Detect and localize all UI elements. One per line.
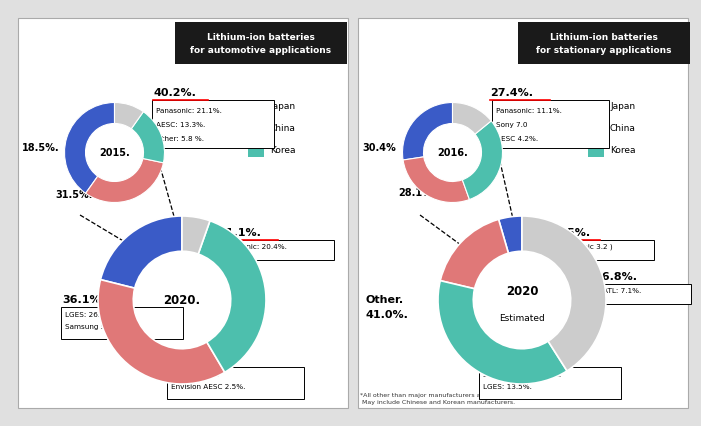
Text: Estimated: Estimated: [499, 314, 545, 323]
Text: 40.2%.: 40.2%.: [153, 88, 196, 98]
Text: 2020: 2020: [505, 285, 538, 298]
Text: Sony 7.0: Sony 7.0: [496, 122, 527, 128]
Text: *All other than major manufacturers are recorded in Other.
 May include Chinese : *All other than major manufacturers are …: [360, 393, 546, 405]
Text: Other.: Other.: [365, 295, 403, 305]
Text: 2016.: 2016.: [437, 147, 468, 158]
FancyBboxPatch shape: [217, 240, 334, 260]
Text: 41.0%.: 41.0%.: [365, 310, 408, 320]
Wedge shape: [438, 281, 567, 384]
Wedge shape: [522, 216, 606, 371]
Text: Lithium-ion batteries
for stationary applications: Lithium-ion batteries for stationary app…: [536, 33, 672, 55]
Text: LGES: 26.2%.: LGES: 26.2%.: [65, 312, 114, 318]
Wedge shape: [453, 103, 491, 134]
Text: China: China: [610, 124, 636, 133]
Text: CATL: 20.1%.: CATL: 20.1%.: [171, 372, 219, 378]
Text: Lithium-ion batteries
for automotive applications: Lithium-ion batteries for automotive app…: [191, 33, 332, 55]
Wedge shape: [114, 103, 144, 129]
Text: Panasonic 3.2 ): Panasonic 3.2 ): [558, 244, 613, 250]
FancyBboxPatch shape: [554, 240, 654, 260]
Bar: [248, 122, 264, 135]
Wedge shape: [182, 216, 210, 254]
FancyBboxPatch shape: [175, 22, 347, 64]
Text: AESC 4.2%.: AESC 4.2%.: [496, 136, 538, 142]
Bar: [588, 144, 604, 157]
Wedge shape: [131, 112, 165, 163]
Text: 16.8%.: 16.8%.: [595, 272, 638, 282]
Bar: [248, 100, 264, 113]
Text: 36.1%.: 36.1%.: [62, 295, 105, 305]
Text: Other: 5.8 %.: Other: 5.8 %.: [156, 136, 204, 142]
Text: Envision AESC 2.5%.: Envision AESC 2.5%.: [171, 384, 245, 390]
Text: 27.4%.: 27.4%.: [490, 88, 533, 98]
Wedge shape: [100, 216, 182, 288]
Text: China: China: [270, 124, 296, 133]
Text: Korea: Korea: [270, 146, 296, 155]
FancyBboxPatch shape: [479, 367, 621, 399]
Wedge shape: [463, 121, 503, 199]
Text: 37.4%.: 37.4%.: [168, 355, 211, 365]
Text: Panasonic: 21.1%.: Panasonic: 21.1%.: [156, 108, 222, 114]
Text: 21.1%.: 21.1%.: [218, 228, 261, 238]
Wedge shape: [403, 157, 470, 202]
Text: Samsung SDI: 22.9%.: Samsung SDI: 22.9%.: [483, 372, 561, 378]
Text: LGES: 13.5%.: LGES: 13.5%.: [483, 384, 532, 390]
Text: Panasonic: 20.4%.: Panasonic: 20.4%.: [221, 244, 287, 250]
Text: AESC: 13.3%.: AESC: 13.3%.: [156, 122, 205, 128]
Text: Japan: Japan: [610, 102, 635, 111]
Text: 37.7%.: 37.7%.: [480, 355, 523, 365]
FancyBboxPatch shape: [358, 18, 688, 408]
FancyBboxPatch shape: [152, 100, 274, 148]
Text: 30.4%: 30.4%: [362, 143, 396, 153]
FancyBboxPatch shape: [18, 18, 348, 408]
FancyBboxPatch shape: [518, 22, 690, 64]
FancyBboxPatch shape: [492, 100, 609, 148]
Wedge shape: [86, 158, 163, 202]
Text: Samsung SDI 5.9: Samsung SDI 5.9: [65, 324, 127, 330]
Text: 4.5%.: 4.5%.: [555, 228, 590, 238]
FancyBboxPatch shape: [167, 367, 304, 399]
Wedge shape: [98, 279, 225, 384]
Bar: [588, 100, 604, 113]
Text: Panasonic: 11.1%.: Panasonic: 11.1%.: [496, 108, 562, 114]
Bar: [248, 144, 264, 157]
FancyBboxPatch shape: [61, 307, 183, 339]
Text: CATL: 7.1%.: CATL: 7.1%.: [598, 288, 641, 294]
Text: Japan: Japan: [270, 102, 295, 111]
Wedge shape: [498, 216, 522, 253]
Text: 18.5%.: 18.5%.: [22, 143, 60, 153]
Text: 2015.: 2015.: [99, 147, 130, 158]
Text: 28.1%: 28.1%: [398, 188, 432, 198]
Text: 2020.: 2020.: [163, 294, 200, 306]
Text: 31.5%.: 31.5%.: [55, 190, 93, 200]
Wedge shape: [64, 103, 114, 193]
Wedge shape: [198, 221, 266, 372]
Text: Korea: Korea: [610, 146, 636, 155]
FancyBboxPatch shape: [594, 284, 691, 304]
Wedge shape: [402, 103, 453, 160]
Bar: [588, 122, 604, 135]
Wedge shape: [440, 219, 508, 289]
